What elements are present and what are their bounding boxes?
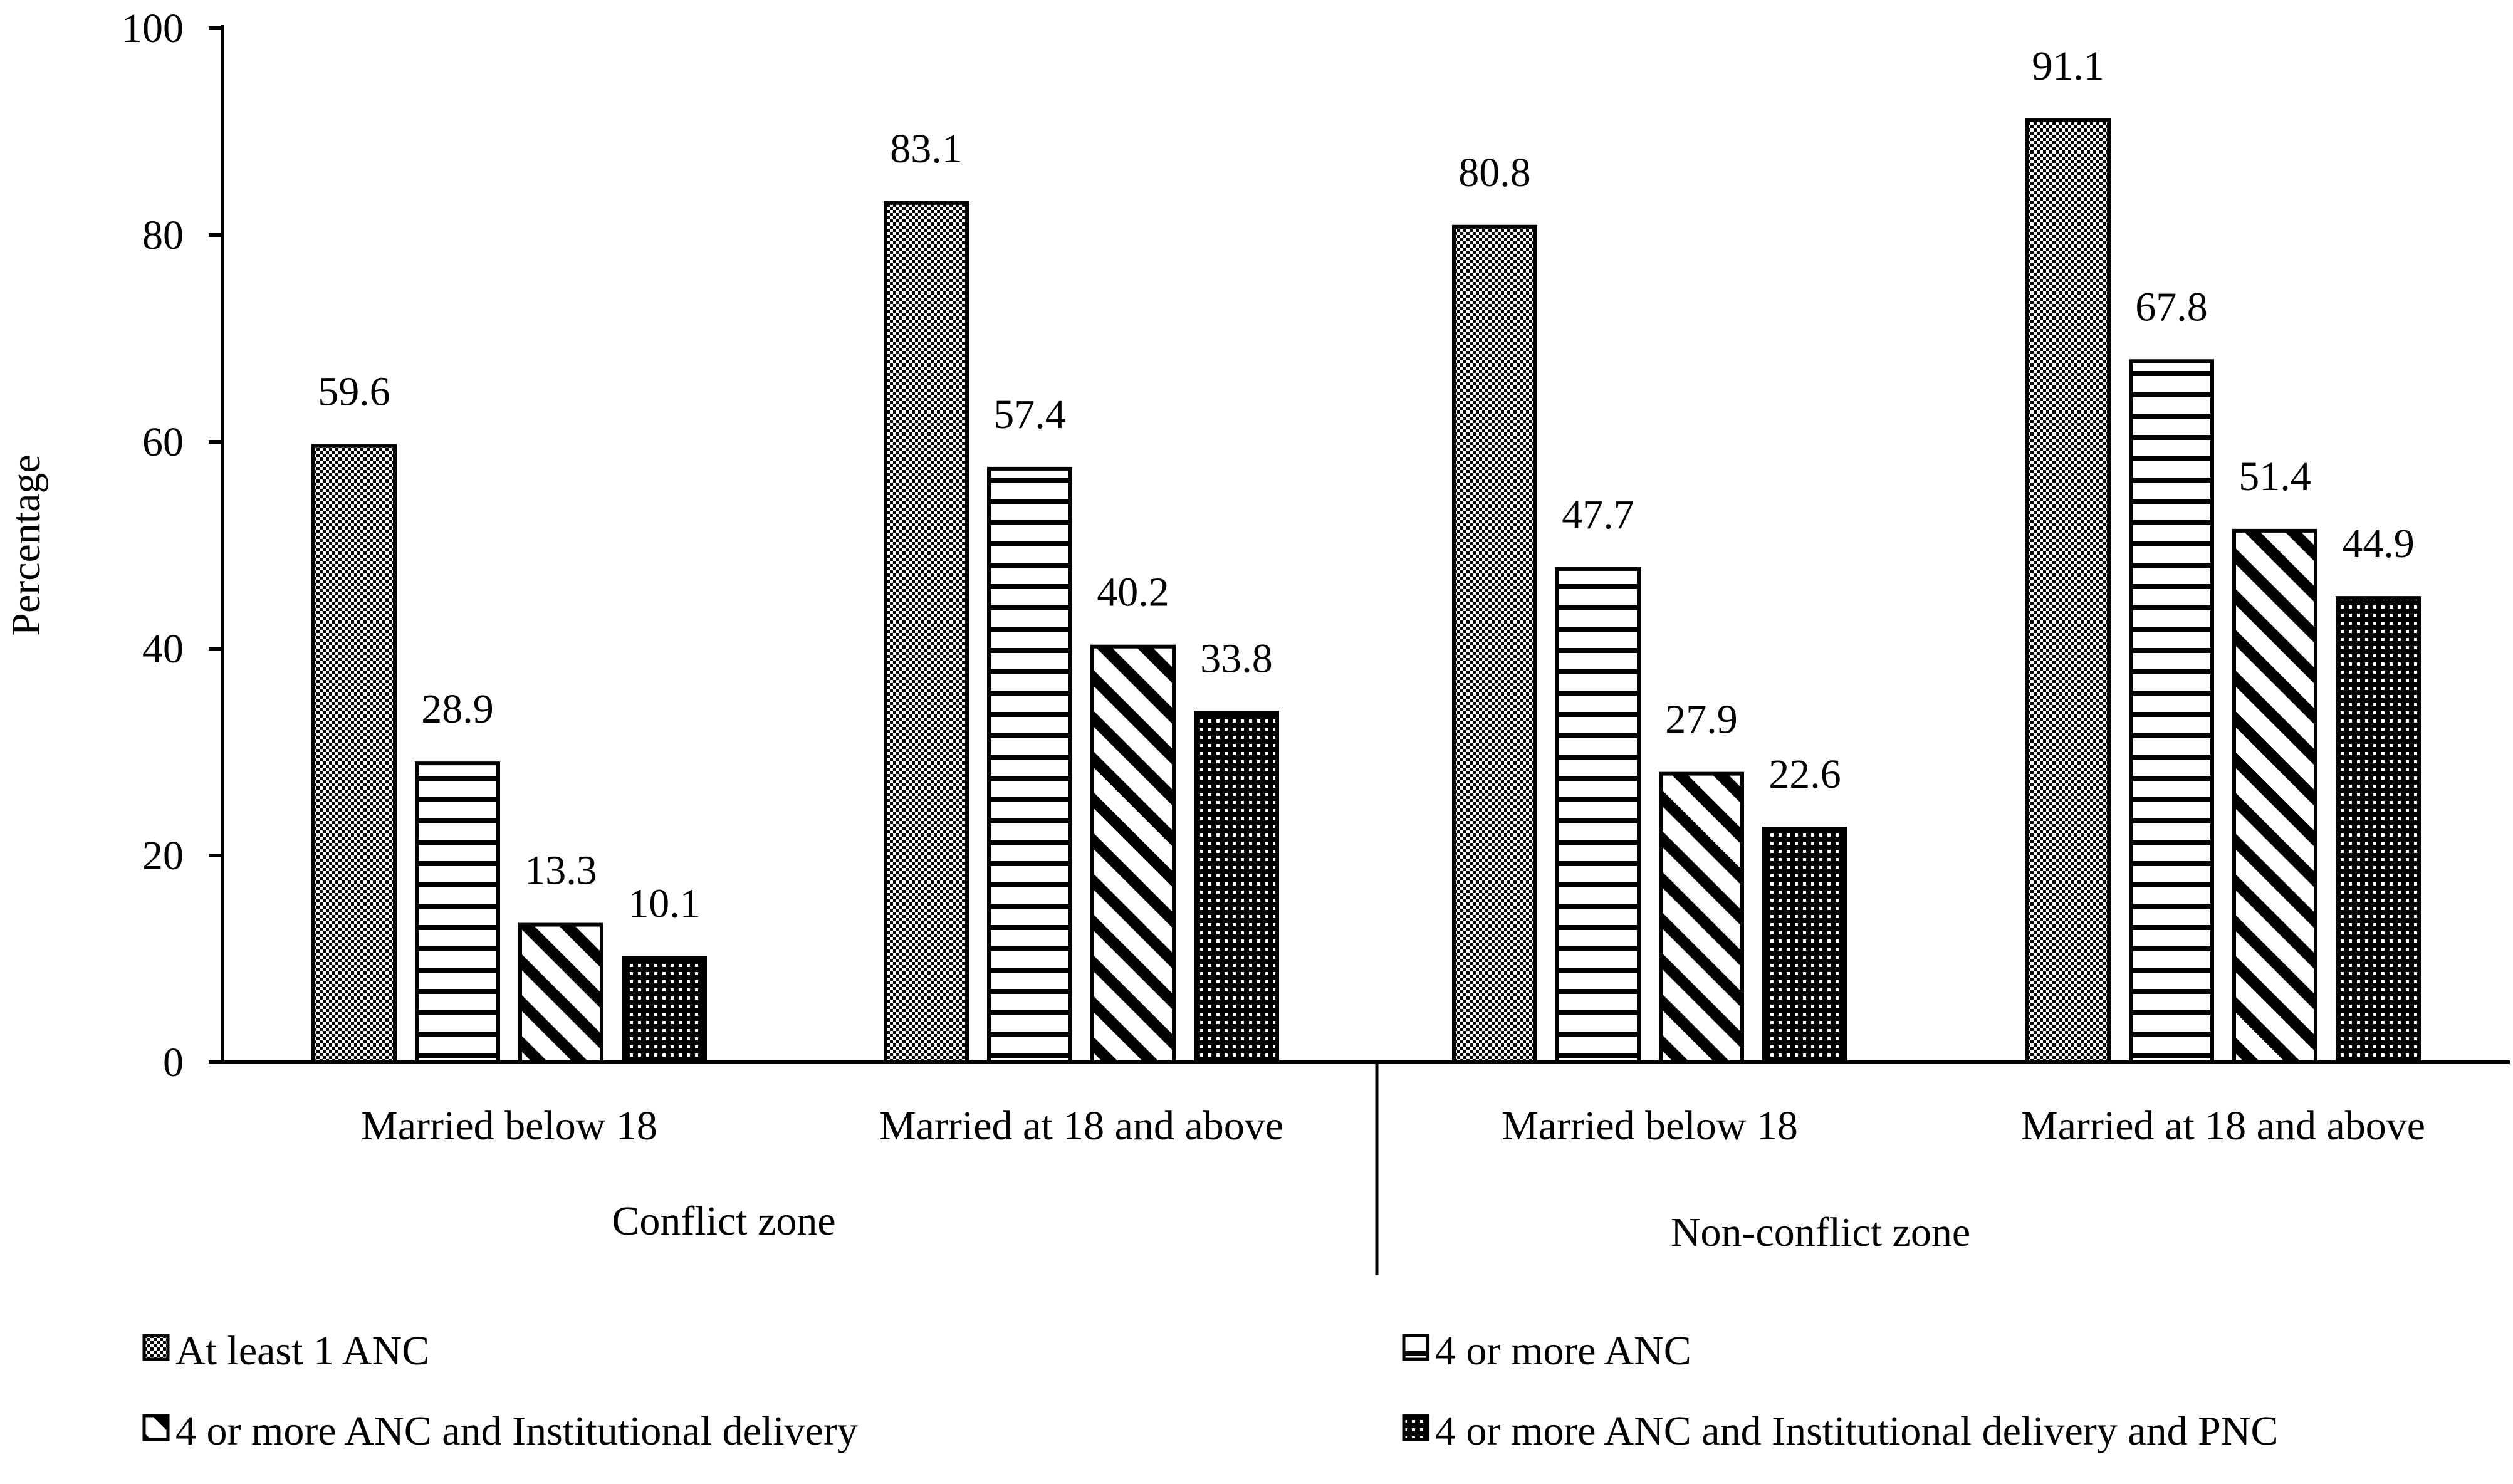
x-category-label: Married at 18 and above	[2021, 1103, 2425, 1149]
x-category-label: Married below 18	[1502, 1103, 1798, 1149]
y-tick-label: 40	[142, 626, 184, 672]
data-label: 40.2	[1097, 570, 1169, 615]
data-label: 28.9	[421, 686, 494, 732]
y-tick-label: 60	[142, 419, 184, 465]
bar	[1762, 827, 1847, 1064]
bar	[2025, 118, 2111, 1065]
bar	[2232, 528, 2317, 1064]
bar	[311, 444, 397, 1064]
data-label: 47.7	[1562, 492, 1634, 538]
legend-label: 4 or more ANC	[1435, 1328, 1691, 1374]
x-category-label: Married below 18	[361, 1103, 657, 1149]
data-label: 10.1	[628, 880, 701, 926]
x-group-label: Conflict zone	[612, 1198, 835, 1244]
data-label: 57.4	[993, 392, 1066, 437]
bar	[518, 922, 603, 1065]
data-labels-layer: 59.6 83.1 80.8 91.1 28.9 57.4 47.7 67.8 13.3 40.2…	[318, 43, 2415, 926]
bar	[2336, 596, 2421, 1064]
x-category-label: Married at 18 and above	[879, 1103, 1283, 1149]
bar	[1659, 771, 1744, 1065]
axis-text-layer: 0 20 40 60 80 100 Percentage Married below 18 Ma…	[3, 6, 2425, 1255]
data-label: 59.6	[318, 369, 390, 415]
data-label: 80.8	[1458, 150, 1531, 196]
data-label: 22.6	[1769, 751, 1841, 797]
data-label: 44.9	[2342, 521, 2415, 567]
bar	[2129, 359, 2214, 1064]
y-tick-label: 80	[142, 212, 184, 258]
data-label: 51.4	[2239, 454, 2311, 499]
y-axis-title: Percentage	[3, 454, 49, 636]
y-tick-label: 20	[142, 833, 184, 879]
data-label: 27.9	[1665, 697, 1738, 743]
data-label: 67.8	[2135, 284, 2208, 330]
bar	[1555, 567, 1641, 1064]
bars-layer	[311, 118, 2421, 1065]
y-tick-label: 0	[163, 1040, 184, 1085]
x-group-label: Non-conflict zone	[1671, 1210, 1970, 1255]
bar	[987, 466, 1072, 1064]
legend-label: 4 or more ANC and Institutional delivery	[175, 1408, 858, 1454]
legend: At least 1 ANC 4 or more ANC 4 or more ANC…	[142, 1328, 2279, 1454]
bar	[622, 956, 707, 1064]
data-label: 91.1	[2032, 43, 2104, 89]
bar	[1090, 644, 1176, 1064]
bar	[884, 201, 969, 1065]
data-label: 13.3	[525, 848, 597, 894]
bar	[1452, 224, 1537, 1064]
bar	[1194, 711, 1279, 1065]
legend-label: At least 1 ANC	[175, 1328, 429, 1374]
bar	[415, 761, 500, 1065]
legend-swatch	[142, 1334, 170, 1361]
y-tick-label: 100	[122, 6, 184, 51]
data-label: 83.1	[890, 126, 963, 172]
axes-layer	[209, 25, 2510, 1275]
legend-label: 4 or more ANC and Institutional delivery…	[1435, 1408, 2279, 1454]
legend-swatch	[1402, 1414, 1429, 1441]
data-label: 33.8	[1200, 635, 1273, 681]
legend-swatch	[1402, 1334, 1429, 1361]
legend-swatch	[142, 1414, 170, 1441]
